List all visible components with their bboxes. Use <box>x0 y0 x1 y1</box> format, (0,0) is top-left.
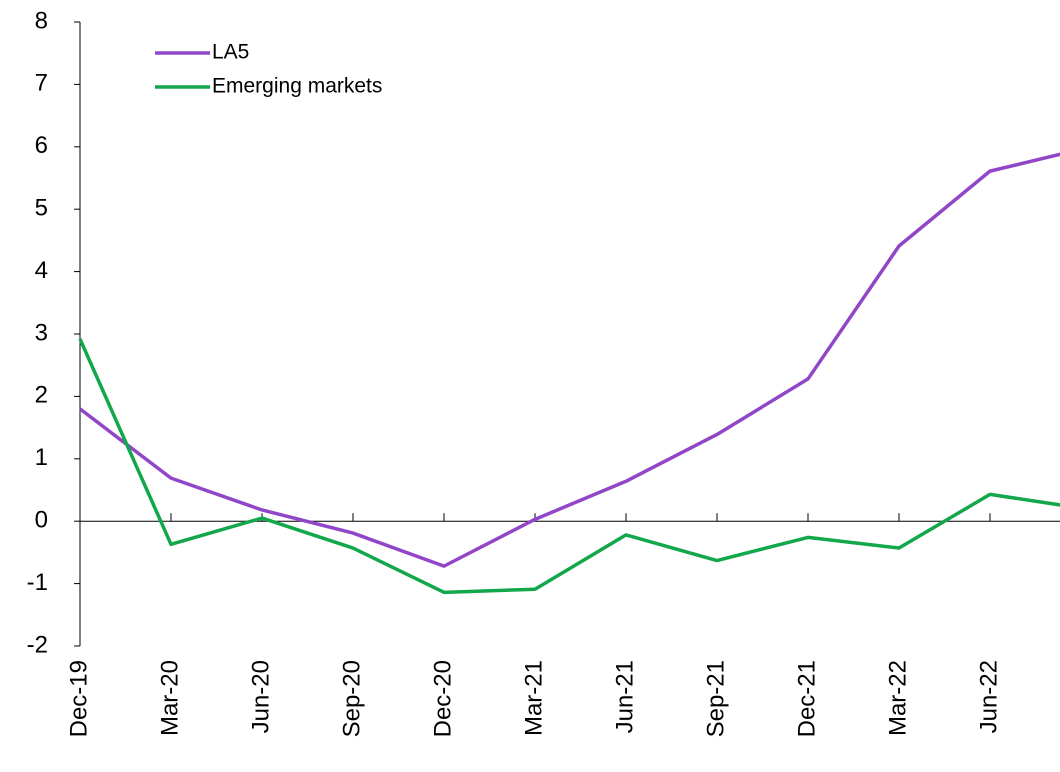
y-tick-label: 7 <box>35 70 48 97</box>
y-tick-label: 6 <box>35 132 48 159</box>
y-tick-label: 1 <box>35 444 48 471</box>
series-line <box>78 152 1060 568</box>
y-tick-label: 3 <box>35 319 48 346</box>
y-tick-label: 0 <box>35 507 48 534</box>
y-tick-label: 2 <box>35 382 48 409</box>
x-tick-label: Jun-21 <box>611 660 638 733</box>
y-tick-label: 8 <box>35 7 48 34</box>
y-tick-label: -2 <box>27 631 48 658</box>
x-tick-label: Dec-20 <box>429 660 456 737</box>
x-tick-label: Sep-21 <box>702 660 729 737</box>
x-tick-label: Dec-19 <box>65 660 92 737</box>
x-tick-label: Jun-22 <box>975 660 1002 733</box>
legend-label: LA5 <box>212 41 249 64</box>
x-tick-label: Jun-20 <box>247 660 274 733</box>
x-tick-label: Mar-21 <box>520 660 547 736</box>
series-line <box>78 338 1060 595</box>
y-tick-label: -1 <box>27 569 48 596</box>
x-tick-label: Mar-20 <box>156 660 183 736</box>
legend-label: Emerging markets <box>212 75 382 98</box>
x-tick-label: Dec-21 <box>793 660 820 737</box>
x-tick-label: Sep-20 <box>338 660 365 737</box>
y-tick-label: 4 <box>35 257 48 284</box>
y-tick-label: 5 <box>35 195 48 222</box>
x-tick-label: Mar-22 <box>884 660 911 736</box>
